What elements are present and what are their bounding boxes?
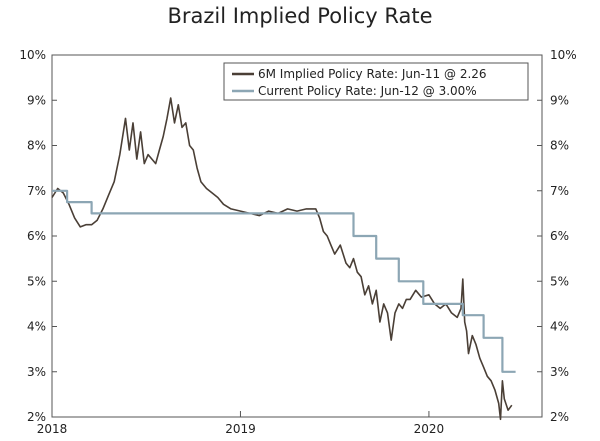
plot-frame [51, 54, 543, 418]
y-tick-label-left: 6% [27, 229, 46, 243]
y-tick-label-left: 10% [19, 48, 46, 62]
y-tick-label-left: 2% [27, 410, 46, 424]
y-tick-label-right: 2% [550, 410, 569, 424]
y-tick-label-right: 6% [550, 229, 569, 243]
legend-label: Current Policy Rate: Jun-12 @ 3.00% [258, 84, 477, 98]
y-tick-label-right: 8% [550, 139, 569, 153]
x-tick-label: 2019 [225, 422, 256, 436]
y-tick-label-right: 7% [550, 184, 569, 198]
x-tick-label: 2018 [37, 422, 68, 436]
y-tick-label-left: 5% [27, 274, 46, 288]
y-tick-label-right: 9% [550, 93, 569, 107]
y-tick-label-left: 9% [27, 93, 46, 107]
y-tick-label-left: 7% [27, 184, 46, 198]
y-tick-label-right: 3% [550, 365, 569, 379]
legend-box [223, 62, 529, 101]
legend-label: 6M Implied Policy Rate: Jun-11 @ 2.26 [258, 67, 487, 81]
series-line-current-rate [52, 189, 516, 373]
y-tick-label-right: 5% [550, 274, 569, 288]
y-tick-label-right: 10% [550, 48, 577, 62]
chart-title: Brazil Implied Policy Rate [167, 4, 433, 28]
y-tick-label-left: 3% [27, 365, 46, 379]
y-tick-label-left: 4% [27, 320, 46, 334]
y-tick-label-left: 8% [27, 139, 46, 153]
series-line-implied-rate [51, 97, 513, 421]
y-tick-label-right: 4% [550, 320, 569, 334]
x-tick-label: 2020 [414, 422, 445, 436]
